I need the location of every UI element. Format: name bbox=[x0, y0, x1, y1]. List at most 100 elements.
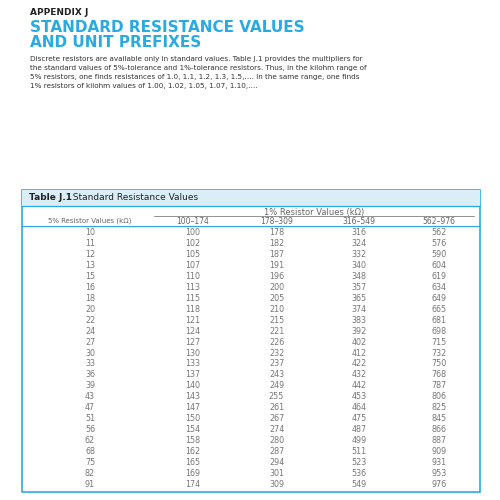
Text: 255: 255 bbox=[269, 392, 284, 402]
Text: 464: 464 bbox=[352, 404, 366, 412]
Text: 182: 182 bbox=[269, 239, 284, 248]
Text: APPENDIX J: APPENDIX J bbox=[30, 8, 88, 17]
Text: 261: 261 bbox=[269, 404, 284, 412]
Text: 137: 137 bbox=[185, 370, 200, 380]
Bar bbox=[22, 190, 480, 492]
Text: 365: 365 bbox=[352, 294, 366, 302]
Text: 10: 10 bbox=[85, 228, 95, 237]
Text: 332: 332 bbox=[352, 250, 366, 259]
Text: 562–976: 562–976 bbox=[422, 217, 456, 226]
Text: 205: 205 bbox=[269, 294, 284, 302]
Text: 340: 340 bbox=[352, 261, 366, 270]
Text: 100: 100 bbox=[185, 228, 200, 237]
Text: 165: 165 bbox=[185, 458, 200, 467]
Text: 143: 143 bbox=[185, 392, 200, 402]
Text: 487: 487 bbox=[352, 425, 366, 434]
Text: 130: 130 bbox=[185, 348, 200, 358]
Bar bbox=[22, 190, 480, 206]
Text: 499: 499 bbox=[352, 436, 366, 445]
Text: 210: 210 bbox=[269, 304, 284, 314]
Text: 27: 27 bbox=[85, 338, 95, 346]
Text: 866: 866 bbox=[432, 425, 446, 434]
Text: 20: 20 bbox=[85, 304, 95, 314]
Text: 681: 681 bbox=[432, 316, 446, 324]
Text: 12: 12 bbox=[85, 250, 95, 259]
Text: 237: 237 bbox=[269, 360, 284, 368]
Text: 24: 24 bbox=[85, 326, 95, 336]
Text: 536: 536 bbox=[352, 469, 366, 478]
Text: 392: 392 bbox=[352, 326, 366, 336]
Text: 280: 280 bbox=[269, 436, 284, 445]
Text: 243: 243 bbox=[269, 370, 284, 380]
Text: 121: 121 bbox=[185, 316, 200, 324]
Text: 5% resistors, one finds resistances of 1.0, 1.1, 1.2, 1.3, 1.5,…. In the same ra: 5% resistors, one finds resistances of 1… bbox=[30, 74, 360, 80]
Text: 22: 22 bbox=[85, 316, 95, 324]
Text: Standard Resistance Values: Standard Resistance Values bbox=[67, 193, 198, 202]
Text: 402: 402 bbox=[352, 338, 366, 346]
Text: 453: 453 bbox=[352, 392, 366, 402]
Text: 324: 324 bbox=[352, 239, 366, 248]
Text: 316: 316 bbox=[352, 228, 366, 237]
Text: 158: 158 bbox=[185, 436, 200, 445]
Text: 1% Resistor Values (kΩ): 1% Resistor Values (kΩ) bbox=[264, 208, 364, 217]
Text: 825: 825 bbox=[432, 404, 446, 412]
Text: 442: 442 bbox=[352, 382, 366, 390]
Text: 47: 47 bbox=[85, 404, 95, 412]
Text: 15: 15 bbox=[85, 272, 95, 281]
Text: 634: 634 bbox=[432, 283, 446, 292]
Text: 169: 169 bbox=[185, 469, 200, 478]
Text: 43: 43 bbox=[85, 392, 95, 402]
Text: 750: 750 bbox=[432, 360, 446, 368]
Text: 30: 30 bbox=[85, 348, 95, 358]
Text: 133: 133 bbox=[185, 360, 200, 368]
Text: 412: 412 bbox=[352, 348, 366, 358]
Text: 316–549: 316–549 bbox=[342, 217, 376, 226]
Text: 787: 787 bbox=[432, 382, 446, 390]
Text: 215: 215 bbox=[269, 316, 284, 324]
Text: Table J.1: Table J.1 bbox=[29, 193, 72, 202]
Text: 665: 665 bbox=[432, 304, 446, 314]
Text: 75: 75 bbox=[85, 458, 95, 467]
Text: 191: 191 bbox=[269, 261, 284, 270]
Text: 100–174: 100–174 bbox=[176, 217, 209, 226]
Text: 118: 118 bbox=[185, 304, 200, 314]
Text: 113: 113 bbox=[185, 283, 200, 292]
Text: 102: 102 bbox=[185, 239, 200, 248]
Text: 698: 698 bbox=[432, 326, 446, 336]
Text: 909: 909 bbox=[432, 447, 446, 456]
Text: 590: 590 bbox=[432, 250, 446, 259]
Text: 178–309: 178–309 bbox=[260, 217, 293, 226]
Text: 845: 845 bbox=[432, 414, 446, 424]
Text: 887: 887 bbox=[432, 436, 446, 445]
Text: 511: 511 bbox=[352, 447, 366, 456]
Text: 931: 931 bbox=[432, 458, 446, 467]
Text: 232: 232 bbox=[269, 348, 284, 358]
Text: 768: 768 bbox=[432, 370, 446, 380]
Text: 267: 267 bbox=[269, 414, 284, 424]
Text: 549: 549 bbox=[352, 480, 366, 489]
Text: 475: 475 bbox=[352, 414, 366, 424]
Text: 147: 147 bbox=[185, 404, 200, 412]
Text: 619: 619 bbox=[432, 272, 446, 281]
Text: 140: 140 bbox=[185, 382, 200, 390]
Text: 953: 953 bbox=[432, 469, 446, 478]
Text: 196: 196 bbox=[269, 272, 284, 281]
Text: 187: 187 bbox=[269, 250, 284, 259]
Text: 11: 11 bbox=[85, 239, 95, 248]
Text: AND UNIT PREFIXES: AND UNIT PREFIXES bbox=[30, 35, 201, 50]
Text: 154: 154 bbox=[185, 425, 200, 434]
Text: 68: 68 bbox=[85, 447, 95, 456]
Text: 576: 576 bbox=[432, 239, 446, 248]
Text: 150: 150 bbox=[185, 414, 200, 424]
Text: 162: 162 bbox=[185, 447, 200, 456]
Text: 649: 649 bbox=[432, 294, 446, 302]
Text: 357: 357 bbox=[352, 283, 366, 292]
Text: the standard values of 5%-tolerance and 1%-tolerance resistors. Thus, in the kil: the standard values of 5%-tolerance and … bbox=[30, 65, 366, 71]
Text: 39: 39 bbox=[85, 382, 95, 390]
Text: 110: 110 bbox=[185, 272, 200, 281]
Text: 432: 432 bbox=[352, 370, 366, 380]
Text: 274: 274 bbox=[269, 425, 284, 434]
Text: 348: 348 bbox=[352, 272, 366, 281]
Text: 124: 124 bbox=[185, 326, 200, 336]
Text: 715: 715 bbox=[432, 338, 446, 346]
